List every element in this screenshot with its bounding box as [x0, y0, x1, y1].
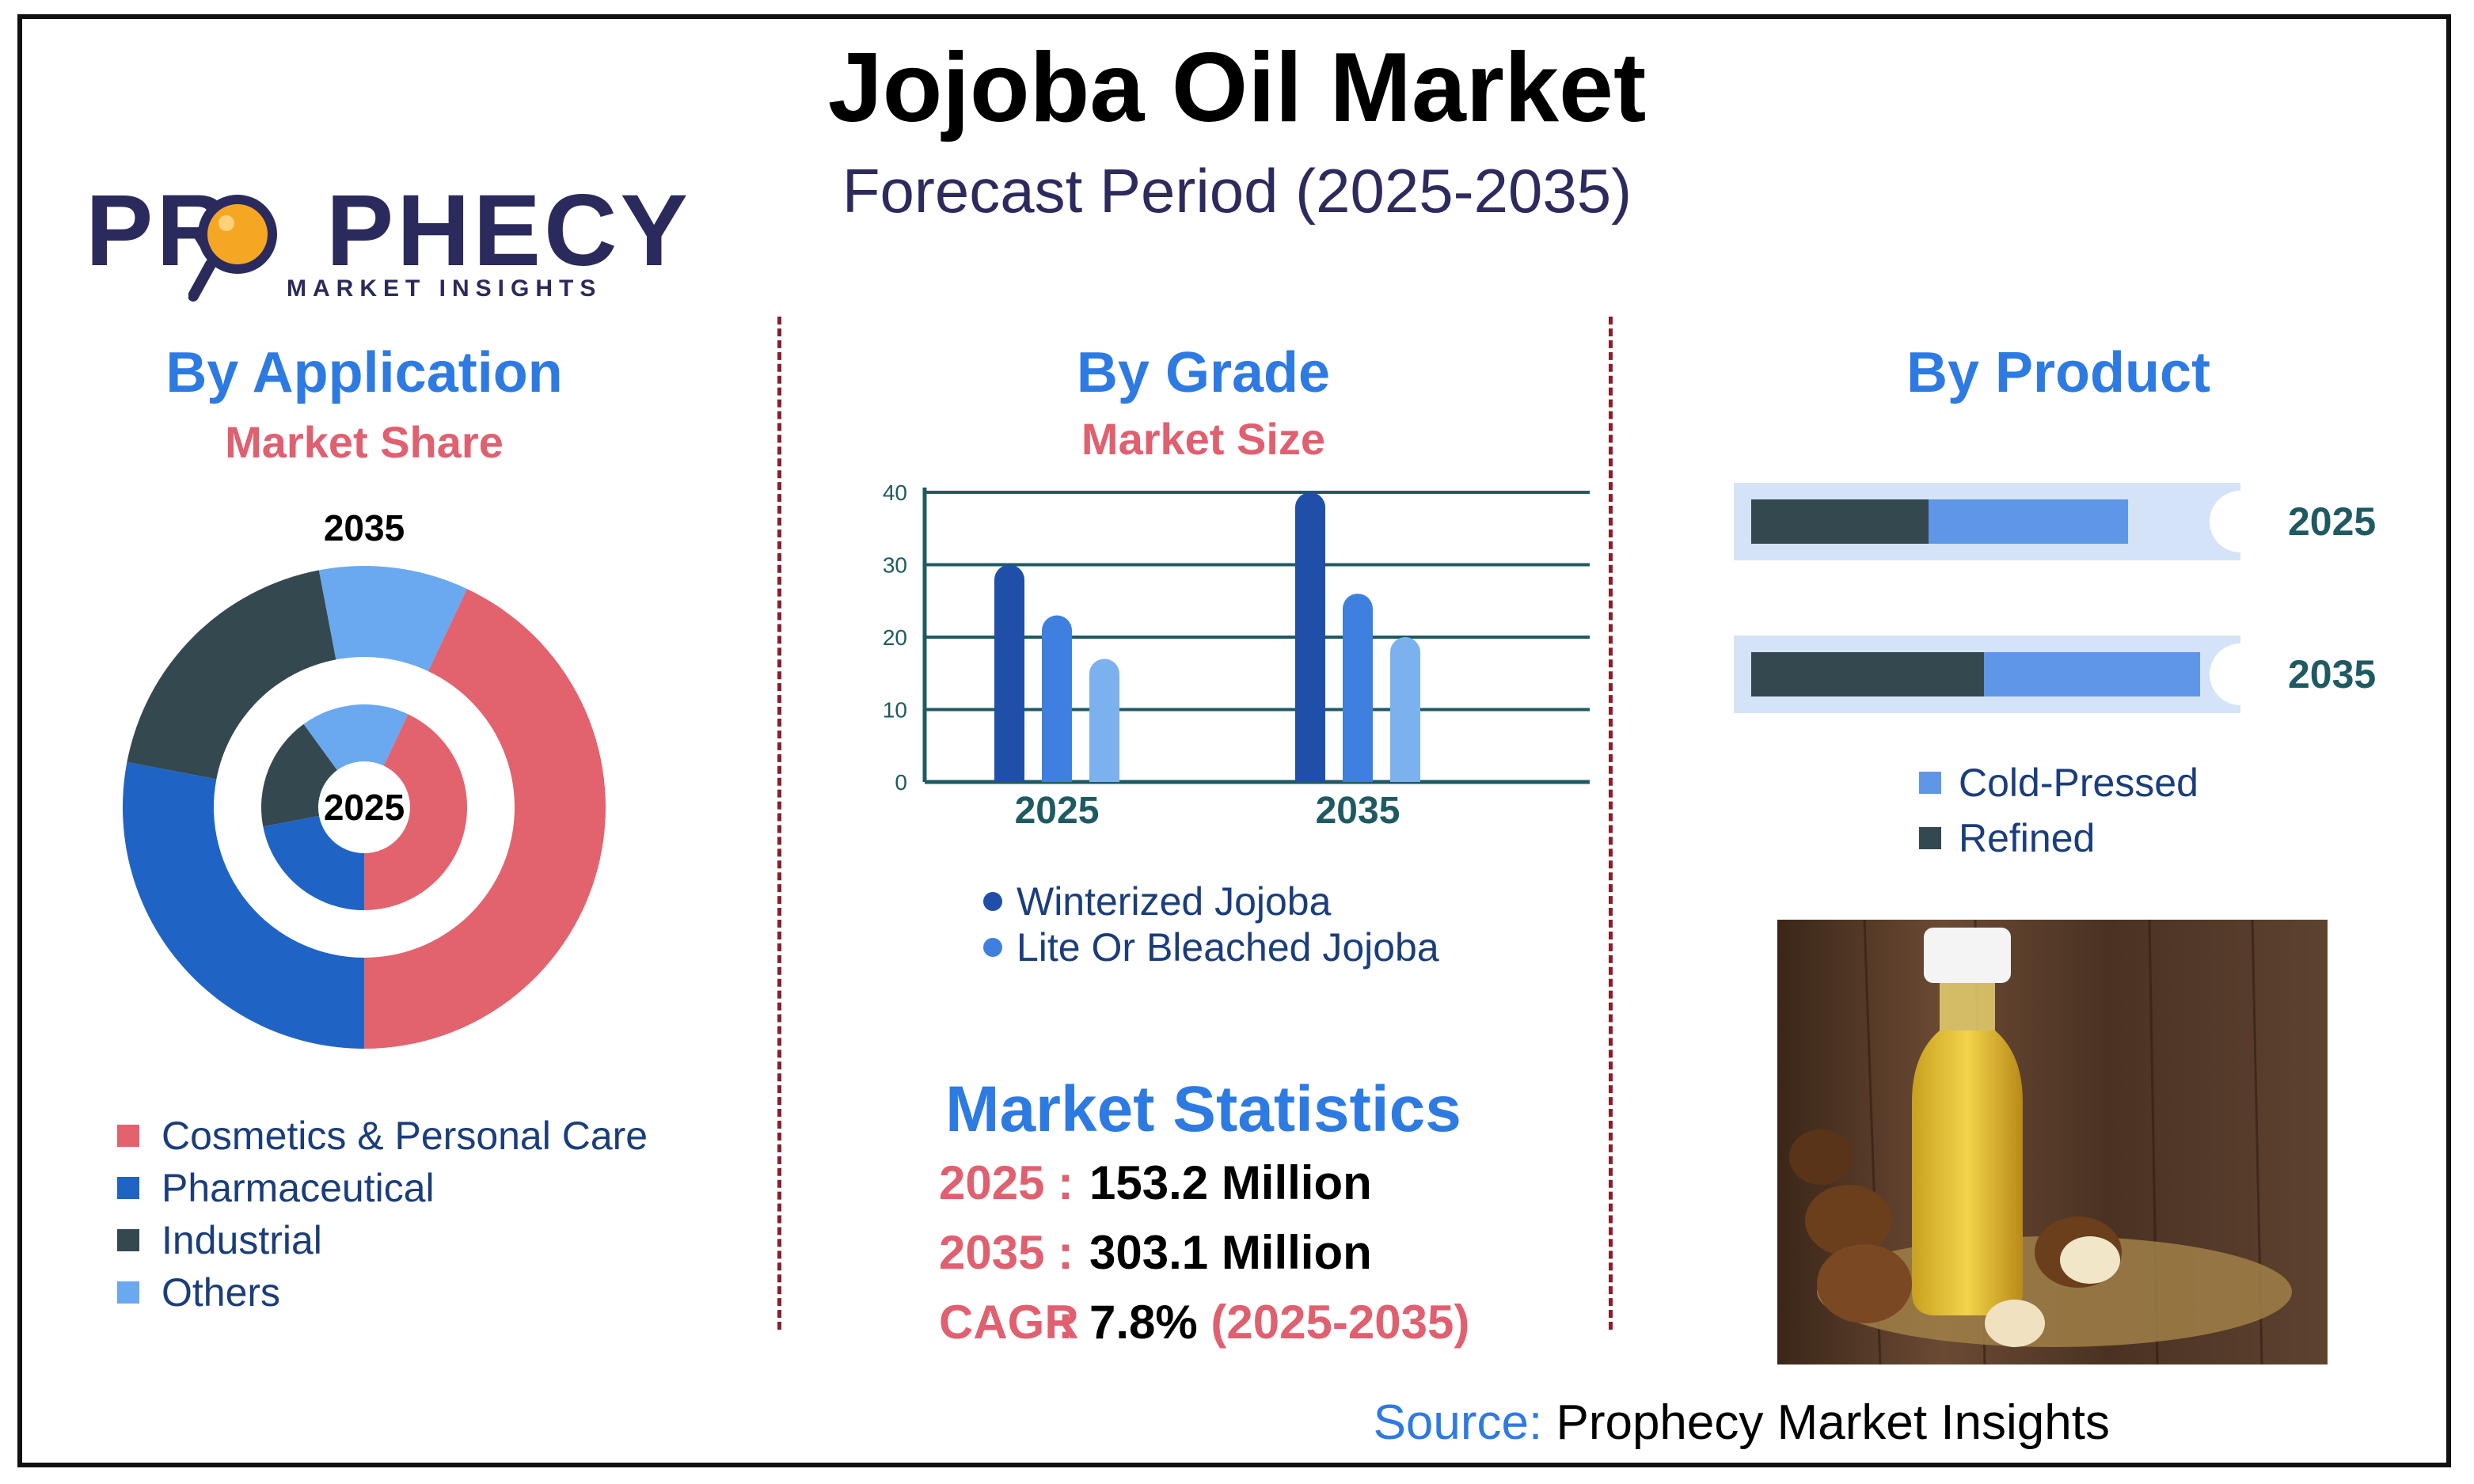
application-legend-item: Cosmetics & Personal Care — [117, 1113, 648, 1159]
inner-slice-others — [303, 704, 409, 807]
grade-bar — [1343, 594, 1373, 782]
legend-swatch — [117, 1125, 139, 1147]
legend-swatch — [117, 1229, 139, 1251]
stat-separator: : — [1058, 1296, 1074, 1349]
outer-slice-industrial — [127, 570, 336, 780]
application-legend-item: Industrial — [117, 1217, 322, 1263]
source-label: Source: — [1373, 1395, 1543, 1450]
product-year-label: 2035 — [2288, 652, 2376, 696]
y-tick-label: 40 — [883, 480, 907, 505]
legend-label: Cosmetics & Personal Care — [162, 1114, 648, 1158]
stat-label: CAGR — [939, 1296, 1079, 1349]
legend-swatch — [117, 1177, 139, 1199]
logo-name-part: PHECY — [325, 174, 691, 287]
application-legend-item: Pharmaceutical — [117, 1165, 435, 1211]
outer-slice-pharmaceutical — [122, 761, 364, 1049]
legend-swatch — [117, 1281, 139, 1304]
page-title: Jojoba Oil Market — [827, 33, 1647, 142]
product-legend-item: Cold-Pressed — [1919, 760, 2198, 806]
border-frame — [17, 14, 2451, 1467]
inner-slice-cosmetics-personal-care — [364, 714, 467, 910]
divider-right — [1609, 317, 1613, 1330]
product-bar-segment — [1751, 652, 1984, 696]
product-bar-chart: 2025 2035 — [1734, 483, 2376, 713]
grade-bar — [1295, 492, 1325, 782]
grade-legend-item: Winterized Jojoba — [983, 879, 1331, 924]
magnifier-icon — [188, 195, 277, 302]
legend-label: Pharmaceutical — [162, 1166, 435, 1210]
donut-outer-ring — [122, 566, 606, 1049]
grade-bar — [1042, 615, 1072, 782]
legend-dot — [983, 938, 1002, 957]
page-subtitle: Forecast Period (2025-2035) — [842, 156, 1632, 226]
divider-left — [777, 317, 781, 1330]
product-heading: By Product — [1906, 341, 2211, 404]
product-bars: 2025 2035 — [1734, 483, 2376, 713]
legend-label: Winterized Jojoba — [1017, 879, 1332, 924]
donut-inner-label: 2025 — [324, 787, 405, 828]
outer-slice-cosmetics-personal-care — [364, 589, 606, 1049]
stat-value: 303.1 Million — [1089, 1226, 1372, 1279]
application-subheading: Market Share — [225, 417, 504, 467]
y-tick-label: 0 — [895, 770, 907, 795]
stat-separator: : — [1058, 1156, 1074, 1209]
stat-value: 7.8% — [1089, 1296, 1198, 1349]
stat-row: 2025:153.2 Million — [939, 1156, 1372, 1210]
legend-swatch — [1919, 772, 1941, 794]
grade-bar-chart: 0 10 20 30 40 2025 2035 — [883, 480, 1590, 832]
y-tick-label: 20 — [883, 625, 907, 650]
grade-subheading: Market Size — [1081, 414, 1326, 464]
grade-labels: 0 10 20 30 40 2025 2035 — [883, 480, 1400, 832]
application-donut-chart: 2025 — [122, 566, 606, 1049]
product-bar-segment — [1751, 499, 1929, 544]
application-heading: By Application — [165, 341, 563, 404]
legend-swatch — [1919, 827, 1941, 849]
donut-hole — [318, 761, 410, 853]
source-line: Source: Prophecy Market Insights — [1374, 1395, 2110, 1451]
legend-label: Refined — [1959, 816, 2096, 860]
grade-bar — [994, 564, 1024, 782]
legend-dot — [983, 892, 1002, 911]
stat-label: 2035 — [939, 1226, 1045, 1279]
stat-row: CAGR: 7.8% (2025-2035) — [939, 1295, 1469, 1349]
donut-outer-label: 2035 — [323, 507, 405, 548]
product-legend-item: Refined — [1919, 815, 2095, 861]
grade-bar — [1390, 637, 1420, 782]
stat-label: 2025 — [939, 1156, 1045, 1209]
y-tick-label: 10 — [883, 698, 907, 723]
logo-name: PR PHECY — [86, 180, 691, 282]
y-tick-label: 30 — [883, 553, 907, 578]
grade-heading: By Grade — [1076, 341, 1331, 404]
legend-label: Industrial — [162, 1218, 322, 1262]
stat-extra: (2025-2035) — [1197, 1296, 1470, 1349]
application-legend-item: Others — [117, 1270, 280, 1315]
stat-value: 153.2 Million — [1089, 1156, 1372, 1209]
x-category-label: 2025 — [1015, 790, 1100, 832]
product-bar-segment — [1929, 499, 2128, 544]
legend-label: Cold-Pressed — [1959, 761, 2198, 805]
jojoba-oil-bottle-photo — [1777, 920, 2328, 1364]
x-category-label: 2035 — [1316, 790, 1400, 832]
source-value: Prophecy Market Insights — [1556, 1395, 2110, 1450]
legend-label: Others — [162, 1270, 281, 1315]
product-year-label: 2025 — [2288, 499, 2376, 544]
logo-tagline: MARKET INSIGHTS — [287, 275, 602, 302]
grade-legend-item: Lite Or Bleached Jojoba — [983, 924, 1439, 970]
grade-bar — [1089, 659, 1119, 782]
donut-inner-ring — [261, 704, 467, 910]
legend-label: Lite Or Bleached Jojoba — [1017, 925, 1439, 970]
stats-heading: Market Statistics — [945, 1073, 1461, 1145]
product-bar-segment — [1984, 652, 2200, 696]
outer-slice-others — [318, 566, 467, 672]
stat-row: 2035:303.1 Million — [939, 1225, 1372, 1280]
grade-bars — [994, 492, 1420, 782]
stat-separator: : — [1058, 1226, 1074, 1279]
grade-grid — [922, 488, 1590, 784]
